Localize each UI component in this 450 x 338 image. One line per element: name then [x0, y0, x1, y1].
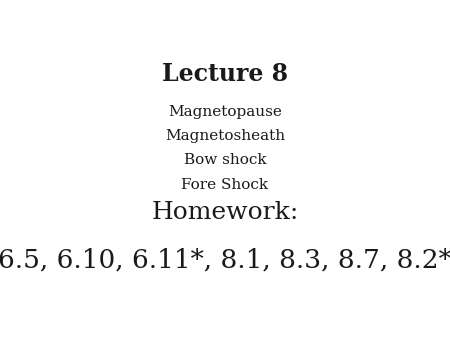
Text: Homework:: Homework:	[151, 201, 299, 224]
Text: Lecture 8: Lecture 8	[162, 62, 288, 87]
Text: Magnetosheath: Magnetosheath	[165, 129, 285, 143]
Text: Magnetopause: Magnetopause	[168, 104, 282, 119]
Text: Bow shock: Bow shock	[184, 153, 266, 167]
Text: Fore Shock: Fore Shock	[181, 177, 269, 192]
Text: 6.5, 6.10, 6.11*, 8.1, 8.3, 8.7, 8.2*: 6.5, 6.10, 6.11*, 8.1, 8.3, 8.7, 8.2*	[0, 248, 450, 273]
